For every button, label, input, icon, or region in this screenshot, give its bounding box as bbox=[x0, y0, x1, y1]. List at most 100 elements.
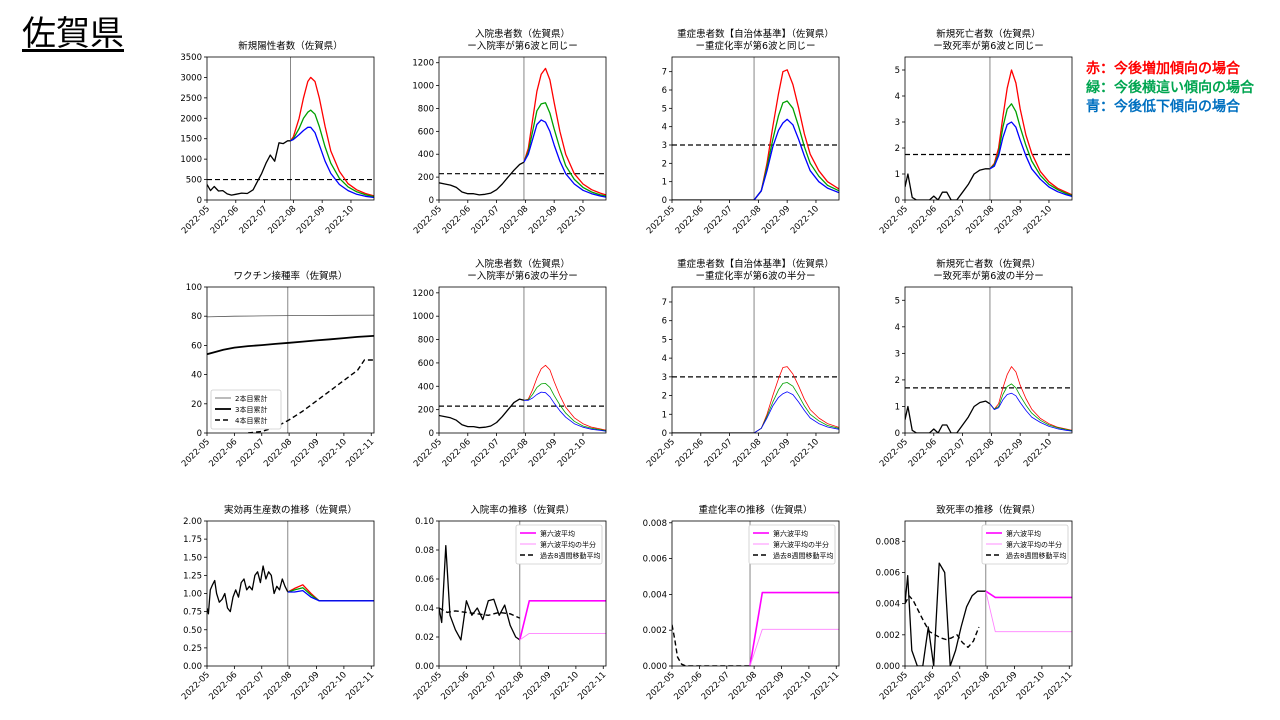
x-tick-label: 2022-05 bbox=[180, 204, 212, 236]
y-tick-label: 0 bbox=[895, 196, 900, 206]
y-tick-label: 0 bbox=[429, 429, 434, 439]
series-line bbox=[989, 383, 1072, 431]
y-tick-label: 3000 bbox=[180, 73, 202, 83]
series-line bbox=[287, 589, 374, 602]
plot-area bbox=[439, 57, 606, 200]
series-line bbox=[989, 69, 1072, 196]
note-red-increasing: 赤：今後増加傾向の場合 bbox=[1086, 61, 1240, 77]
x-tick-label: 2022-10 bbox=[317, 437, 349, 469]
y-tick-label: 0.002 bbox=[643, 626, 667, 636]
y-tick-label: 0.02 bbox=[415, 633, 434, 643]
plot-area bbox=[207, 57, 374, 200]
legend-label: 第六波平均の半分 bbox=[773, 540, 829, 549]
y-tick-label: 0.006 bbox=[876, 568, 900, 578]
series-line bbox=[989, 103, 1072, 197]
plot-frame bbox=[206, 286, 375, 434]
x-tick-label: 2022-06 bbox=[207, 670, 239, 702]
series-line bbox=[672, 624, 750, 666]
y-tick-label: 0.004 bbox=[876, 600, 900, 610]
chart-title: ー致死率が第6波の半分ー bbox=[933, 270, 1044, 282]
y-tick-label: 1.50 bbox=[183, 553, 202, 563]
series-line bbox=[287, 584, 374, 602]
y-tick-label: 0.004 bbox=[643, 590, 667, 600]
x-tick-label: 2022-05 bbox=[878, 437, 910, 469]
y-tick-label: 7 bbox=[662, 298, 667, 308]
y-tick-label: 0.000 bbox=[643, 662, 667, 672]
y-tick-label: 5 bbox=[662, 104, 667, 114]
y-tick-label: 500 bbox=[186, 176, 202, 186]
x-tick-label: 2022-05 bbox=[180, 670, 212, 702]
legend-label: 4本目累計 bbox=[235, 416, 267, 425]
y-tick-label: 0.002 bbox=[876, 631, 900, 641]
x-tick-label: 2022-05 bbox=[412, 670, 444, 702]
plot-frame bbox=[206, 56, 375, 201]
y-tick-label: 1 bbox=[662, 410, 667, 420]
y-tick-label: 7 bbox=[662, 68, 667, 78]
y-tick-label: 2 bbox=[895, 144, 900, 154]
y-tick-label: 0 bbox=[197, 429, 202, 439]
x-tick-label: 2022-07 bbox=[936, 204, 968, 236]
y-tick-label: 1200 bbox=[412, 59, 434, 69]
chart-title: ー致死率が第6波と同じー bbox=[933, 40, 1044, 52]
y-tick-label: 2 bbox=[662, 159, 667, 169]
chart-c7: 重症患者数【自治体基準】（佐賀県）ー重症化率が第6波の半分ー 0 1 2 3 4 5 6 7 20… bbox=[645, 258, 840, 469]
chart-c5: ワクチン接種率（佐賀県）0204060801002022-052022-0620… bbox=[180, 270, 376, 469]
chart-title: 実効再生産数の推移（佐賀県） bbox=[224, 504, 357, 516]
page-title: 佐賀県 bbox=[22, 14, 124, 54]
x-tick-label: 2022-05 bbox=[180, 437, 212, 469]
scenario-color-note: 赤：今後増加傾向の場合 緑：今後横這い傾向の場合 青：今後低下傾向の場合 bbox=[1086, 60, 1254, 117]
y-tick-label: 3500 bbox=[180, 53, 202, 63]
series-line bbox=[989, 392, 1072, 432]
chart-c1: 新規陽性者数（佐賀県） 0 500 1000 1500 2000 2500 3000 3500 2… bbox=[180, 40, 375, 236]
plot-area bbox=[439, 287, 606, 433]
y-tick-label: 0.25 bbox=[183, 644, 202, 654]
series-line bbox=[289, 76, 374, 197]
legend-label: 第六波平均の半分 bbox=[1006, 540, 1062, 549]
y-tick-label: 1500 bbox=[180, 135, 202, 145]
y-tick-label: 2 bbox=[662, 392, 667, 402]
x-tick-label: 2022-10 bbox=[556, 437, 588, 469]
x-tick-label: 2022-10 bbox=[1022, 204, 1054, 236]
y-tick-label: 5 bbox=[662, 335, 667, 345]
x-tick-label: 2022-08 bbox=[494, 670, 526, 702]
y-tick-label: 0.10 bbox=[415, 517, 434, 527]
y-tick-label: 0 bbox=[662, 429, 667, 439]
y-tick-label: 600 bbox=[418, 127, 434, 137]
y-tick-label: 0 bbox=[895, 429, 900, 439]
y-tick-label: 2 bbox=[895, 376, 900, 386]
series-line bbox=[989, 121, 1072, 198]
chart-title: 入院患者数（佐賀県） bbox=[475, 28, 570, 40]
series-line bbox=[248, 359, 374, 433]
x-tick-label: 2022-06 bbox=[674, 204, 706, 236]
chart-title: 新規陽性者数（佐賀県） bbox=[238, 40, 343, 52]
y-tick-label: 0.00 bbox=[183, 662, 202, 672]
series-line bbox=[753, 100, 839, 200]
x-tick-label: 2022-11 bbox=[809, 670, 841, 702]
legend-label: 第六波平均 bbox=[540, 529, 575, 538]
plot-frame bbox=[671, 520, 840, 667]
x-tick-label: 2022-07 bbox=[700, 670, 732, 702]
plot-frame bbox=[206, 520, 375, 667]
series-line bbox=[290, 109, 374, 198]
series-line bbox=[905, 595, 980, 648]
x-tick-label: 2022-09 bbox=[527, 437, 559, 469]
y-tick-label: 1.25 bbox=[183, 571, 202, 581]
x-tick-label: 2022-10 bbox=[317, 670, 349, 702]
x-tick-label: 2022-07 bbox=[470, 204, 502, 236]
legend-box bbox=[210, 389, 282, 430]
plot-frame bbox=[438, 56, 607, 201]
note-blue-decreasing: 青：今後低下傾向の場合 bbox=[1086, 99, 1240, 115]
chart-c12: 致死率の推移（佐賀県） 0.000 0.002 0.004 0.006 0.008 2022… bbox=[876, 504, 1075, 702]
plot-frame bbox=[671, 56, 840, 201]
y-tick-label: 0.00 bbox=[415, 662, 434, 672]
series-line bbox=[905, 562, 986, 666]
series-line bbox=[523, 102, 606, 197]
x-tick-label: 2022-05 bbox=[645, 670, 677, 702]
y-tick-label: 1 bbox=[895, 170, 900, 180]
series-line bbox=[523, 67, 606, 196]
series-line bbox=[985, 590, 1072, 599]
x-tick-label: 2022-07 bbox=[933, 670, 965, 702]
y-tick-label: 3 bbox=[895, 118, 900, 128]
y-tick-label: 20 bbox=[191, 400, 202, 410]
